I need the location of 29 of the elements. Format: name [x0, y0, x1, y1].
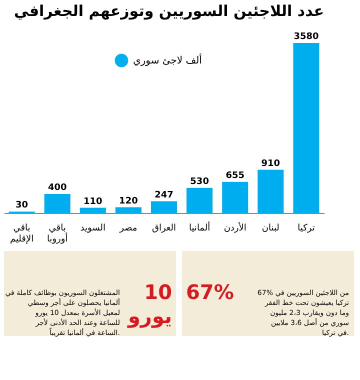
x-tick-label: باقي أوروبا	[46, 224, 68, 244]
data-label: 910	[261, 158, 280, 169]
x-tick-label: العراق	[152, 224, 176, 234]
text: 67%	[186, 280, 234, 304]
x-tick-label: الأردن	[224, 222, 246, 234]
x-tick-label: مصر	[118, 224, 138, 234]
x-tick-label: باقي الإقليم	[10, 224, 34, 244]
data-label: 530	[190, 176, 209, 187]
data-label: 247	[154, 190, 174, 200]
bar	[293, 42, 320, 213]
x-tick-label: لبنان	[262, 224, 280, 234]
legend-label: ألف لاجئ سوري	[133, 54, 202, 66]
data-label: 3580	[294, 32, 319, 42]
x-tick-label: تركيا	[298, 224, 316, 234]
data-label: 120	[119, 196, 138, 206]
data-label: 400	[48, 183, 67, 193]
bar	[151, 201, 177, 213]
bar	[258, 170, 284, 213]
x-tick-label: ألمانيا	[188, 222, 210, 234]
data-label: 655	[226, 170, 245, 181]
chart-title: عدد اللاجئين السوريين وتوزعهم الجغرافي	[14, 2, 324, 20]
bar	[80, 208, 106, 213]
x-tick-label: السويد	[80, 224, 106, 234]
bar	[44, 194, 70, 213]
data-label: 110	[83, 196, 102, 207]
bar	[222, 182, 248, 213]
bar	[186, 188, 213, 213]
data-label: 30	[16, 200, 28, 211]
bar	[115, 207, 142, 213]
